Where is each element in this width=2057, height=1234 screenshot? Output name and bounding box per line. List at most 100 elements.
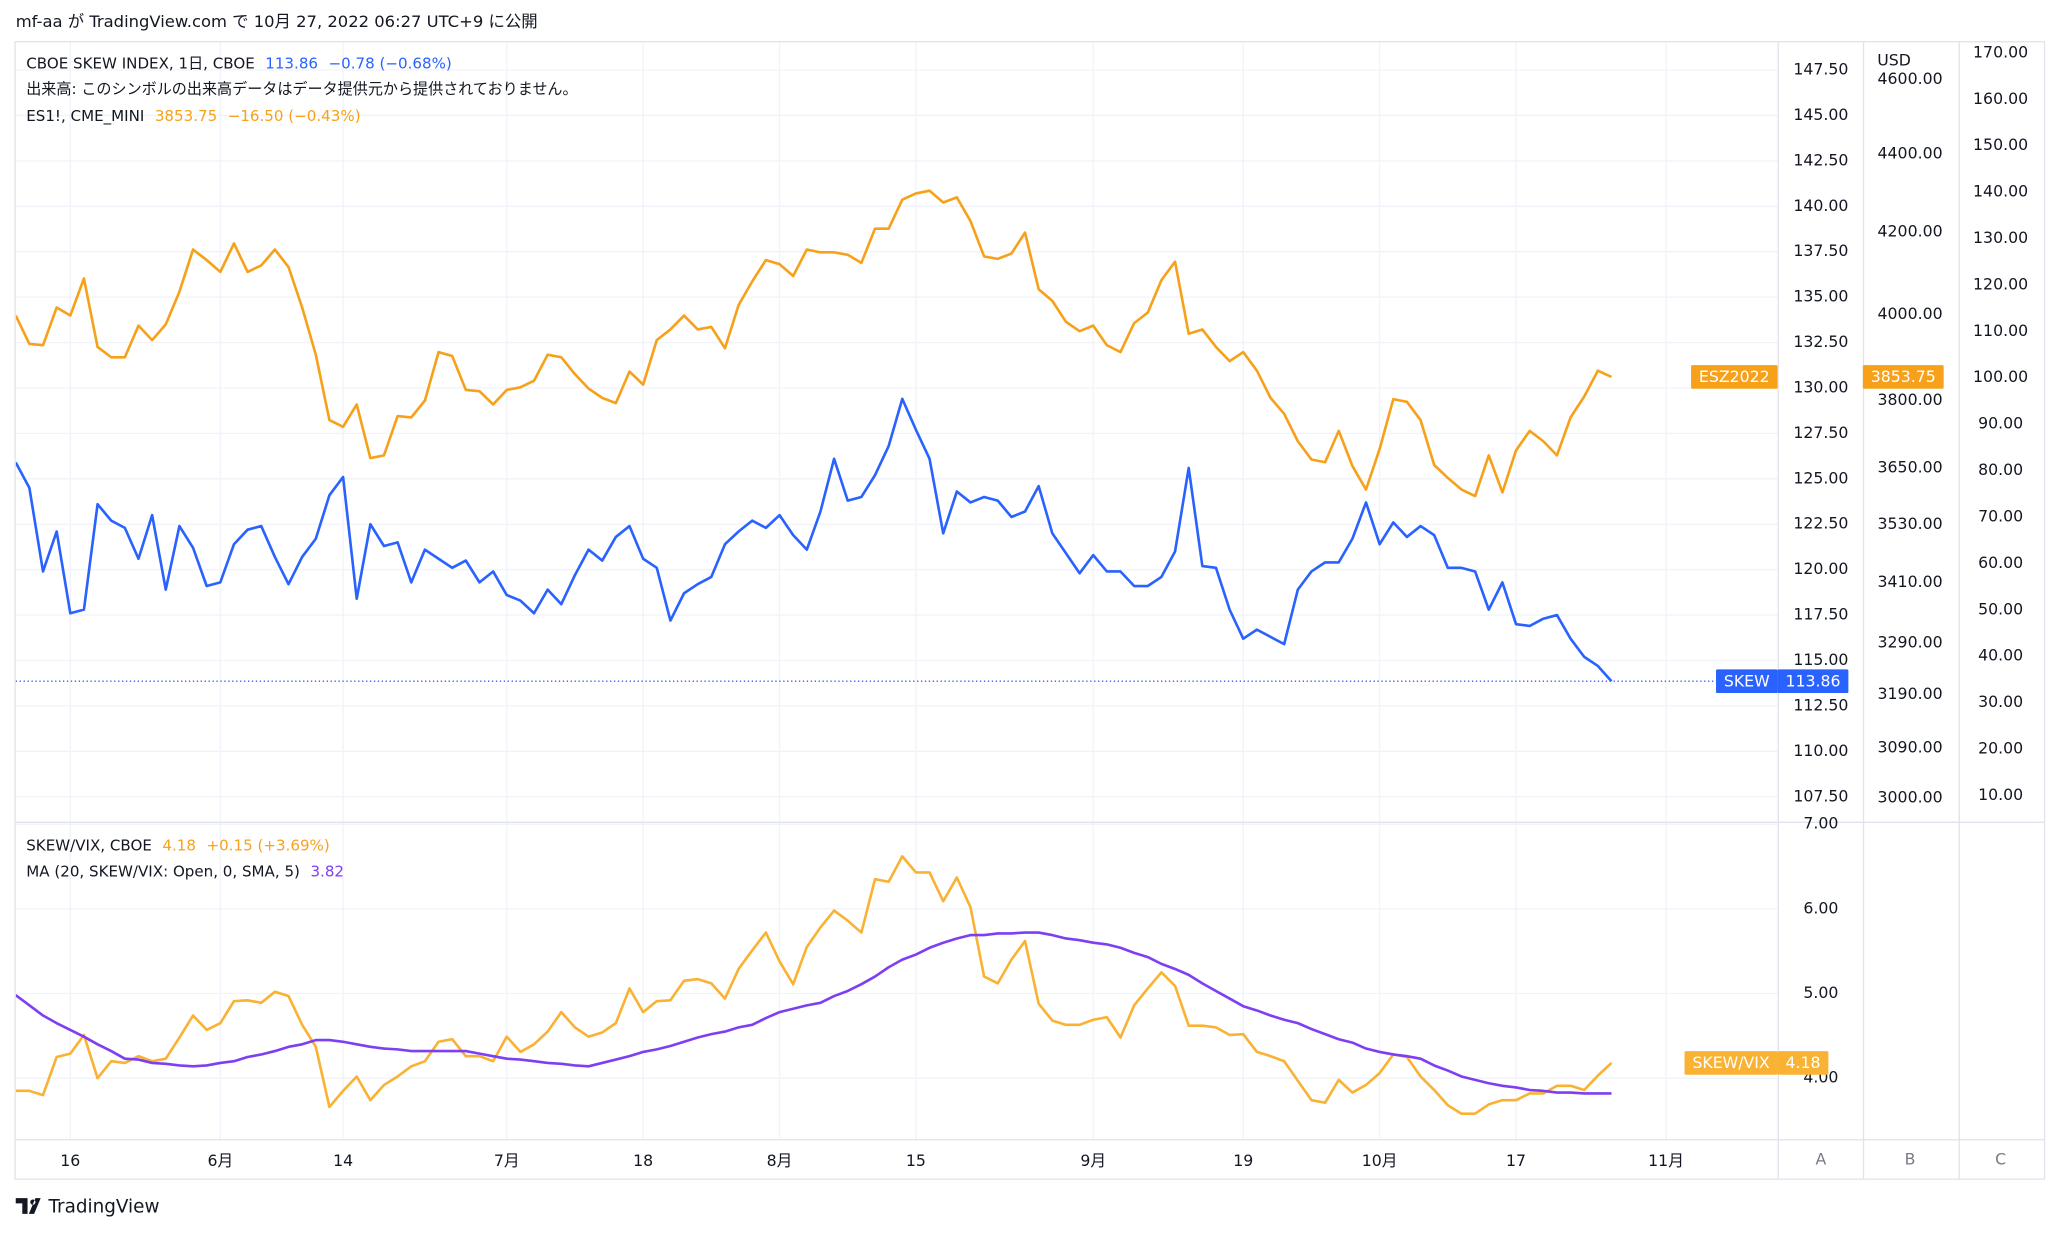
y-tick-label: 5.00 xyxy=(1803,983,1838,1002)
legend-value: 3.82 xyxy=(310,862,344,880)
y-tick-label: 6.00 xyxy=(1803,898,1838,917)
price-tag-box xyxy=(1691,365,1778,389)
y2-tick-label: 3530.00 xyxy=(1878,514,1943,533)
price-tag-value-box xyxy=(1862,365,1944,389)
series-line xyxy=(15,931,1612,1095)
y2-tick-label: 3800.00 xyxy=(1878,390,1943,409)
x-tick-label: 11月 xyxy=(1648,1151,1684,1170)
y2-tick-label: 3650.00 xyxy=(1878,458,1943,477)
legend-change: +0.15 (+3.69%) xyxy=(206,836,329,854)
usd-header-bg xyxy=(1869,47,1949,72)
legend-change: −16.50 (−0.43%) xyxy=(228,106,361,124)
scale-label[interactable]: B xyxy=(1905,1150,1916,1169)
legend-value: 4.18 xyxy=(162,836,196,854)
x-tick-label: 16 xyxy=(60,1151,80,1170)
series-line xyxy=(15,397,1613,683)
y3-tick-label: 70.00 xyxy=(1978,506,2023,525)
y3-tick-label: 50.00 xyxy=(1978,599,2023,618)
price-tag-name: SKEW xyxy=(1724,671,1770,690)
plot-layer xyxy=(15,189,1778,1116)
y-tick-label: 122.50 xyxy=(1793,514,1848,533)
series-line xyxy=(15,189,1613,498)
y3-tick-label: 120.00 xyxy=(1973,274,2028,293)
y3-tick-label: 100.00 xyxy=(1973,367,2028,386)
y3-tick-label: 30.00 xyxy=(1978,692,2023,711)
x-tick-label: 17 xyxy=(1506,1151,1526,1170)
price-tag-value: 113.86 xyxy=(1785,671,1840,690)
legend-value: 113.86 xyxy=(265,54,318,72)
y3-tick-label: 10.00 xyxy=(1978,785,2023,804)
y3-tick-label: 150.00 xyxy=(1973,135,2028,154)
y-tick-label: 115.00 xyxy=(1793,650,1848,669)
y-tick-label: 107.50 xyxy=(1793,786,1848,805)
price-tag-name: ESZ2022 xyxy=(1699,367,1770,386)
y3-tick-label: 140.00 xyxy=(1973,182,2028,201)
y2-tick-label: 3090.00 xyxy=(1878,738,1943,757)
y3-tick-label: 40.00 xyxy=(1978,646,2023,665)
y-tick-label: 142.50 xyxy=(1793,150,1848,169)
scale-label[interactable]: A xyxy=(1815,1150,1826,1169)
price-tag-value: 4.18 xyxy=(1785,1053,1820,1072)
legend-skew-vix: SKEW/VIX, CBOE 4.18 +0.15 (+3.69%) xyxy=(26,836,330,854)
y2-tick-label: 4200.00 xyxy=(1878,222,1943,241)
y2-tick-label: 4000.00 xyxy=(1878,304,1943,323)
brand-logo xyxy=(15,1198,41,1214)
price-tag-value-box xyxy=(1777,669,1849,694)
y3-tick-label: 60.00 xyxy=(1978,553,2023,572)
y-tick-label: 130.00 xyxy=(1793,377,1848,396)
price-tag-value: 3853.75 xyxy=(1871,367,1936,386)
x-tick-label: 19 xyxy=(1233,1151,1253,1170)
x-tick-label: 7月 xyxy=(494,1151,520,1170)
x-tick-label: 9月 xyxy=(1080,1151,1106,1170)
x-tick-label: 10月 xyxy=(1362,1151,1398,1170)
y-tick-label: 137.50 xyxy=(1793,241,1848,260)
legend-ma: MA (20, SKEW/VIX: Open, 0, SMA, 5) 3.82 xyxy=(26,862,344,880)
series-line xyxy=(15,855,1613,1116)
x-tick-label: 14 xyxy=(333,1151,353,1170)
y-tick-label: 110.00 xyxy=(1793,741,1848,760)
y3-tick-label: 90.00 xyxy=(1978,414,2023,433)
y-tick-label: 127.50 xyxy=(1793,423,1848,442)
legend-name: SKEW/VIX, CBOE xyxy=(26,836,152,854)
y2-tick-label: 3410.00 xyxy=(1878,572,1943,591)
y-tick-label: 140.00 xyxy=(1793,196,1848,215)
brand-name: TradingView xyxy=(48,1196,160,1217)
publish-header: mf-aa が TradingView.com で 10月 27, 2022 0… xyxy=(16,12,538,31)
y2-tick-label: 4400.00 xyxy=(1878,144,1943,163)
y-tick-label: 145.00 xyxy=(1793,105,1848,124)
legend-name: MA (20, SKEW/VIX: Open, 0, SMA, 5) xyxy=(26,862,300,880)
axis-layer: 16 6月 14 7月 18 8月 15 9月 19 10月 17 11月 107.50 110.00 11… xyxy=(60,42,2028,1170)
y-tick-label: 135.00 xyxy=(1793,287,1848,306)
y3-tick-label: 20.00 xyxy=(1978,739,2023,758)
legend-volume-note: 出来高: このシンボルの出来高データはデータ提供元から提供されておりません。 xyxy=(26,80,577,98)
y3-tick-label: 80.00 xyxy=(1978,460,2023,479)
y-tick-label: 112.50 xyxy=(1793,695,1848,714)
y3-tick-label: 160.00 xyxy=(1973,89,2028,108)
y-tick-label: 147.50 xyxy=(1793,60,1848,79)
y3-tick-label: 170.00 xyxy=(1973,42,2028,61)
y3-tick-label: 130.00 xyxy=(1973,228,2028,247)
y2-tick-label: 3190.00 xyxy=(1878,684,1943,703)
y-tick-label: 7.00 xyxy=(1803,814,1838,833)
scale-label[interactable]: C xyxy=(1995,1150,2006,1169)
x-tick-label: 15 xyxy=(906,1151,926,1170)
y2-tick-label: 3000.00 xyxy=(1878,787,1943,806)
legend-change: −0.78 (−0.68%) xyxy=(329,54,452,72)
y2-tick-label: 4600.00 xyxy=(1878,69,1943,88)
price-tag-value-box xyxy=(1777,1051,1829,1075)
y-tick-label: 132.50 xyxy=(1793,332,1848,351)
legend-value: 3853.75 xyxy=(155,106,217,124)
y-tick-label: 125.00 xyxy=(1793,468,1848,487)
price-tag-box xyxy=(1716,669,1778,694)
price-tag-name: SKEW/VIX xyxy=(1692,1053,1770,1072)
legend-name: CBOE SKEW INDEX, 1日, CBOE xyxy=(26,54,255,72)
legend-name: ES1!, CME_MINI xyxy=(26,106,144,125)
y3-tick-label: 110.00 xyxy=(1973,321,2028,340)
legend-skew: CBOE SKEW INDEX, 1日, CBOE 113.86 −0.78 (−0… xyxy=(26,54,452,72)
currency-label: USD xyxy=(1877,50,1911,69)
y-tick-label: 117.50 xyxy=(1793,605,1848,624)
chart-frame xyxy=(14,41,2046,1180)
